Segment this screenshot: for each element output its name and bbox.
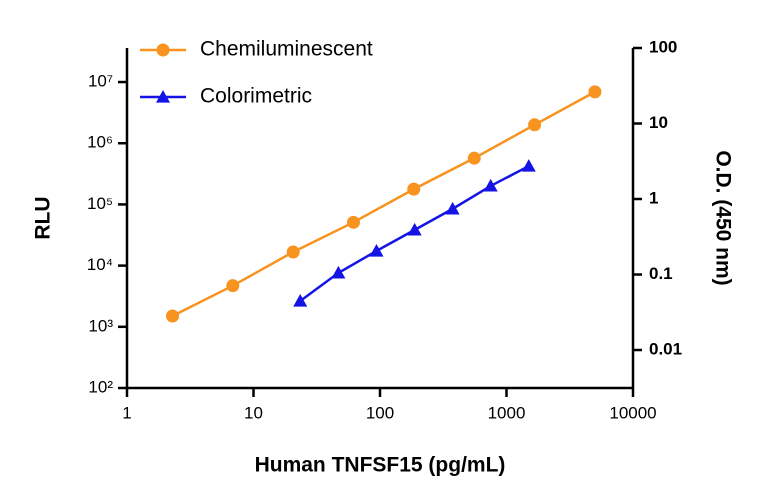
marker	[226, 279, 240, 293]
marker	[528, 118, 542, 132]
y2-tick-label: 10	[649, 113, 668, 132]
legend-label: Chemiluminescent	[200, 38, 373, 61]
marker	[156, 43, 170, 57]
x-tick-label: 10000	[609, 403, 656, 422]
marker	[445, 201, 460, 215]
marker	[407, 222, 422, 236]
marker	[156, 90, 170, 103]
legend-label: Colorimetric	[200, 85, 312, 108]
x-tick-label: 10	[244, 403, 263, 422]
marker	[521, 159, 536, 172]
marker	[588, 85, 602, 99]
x-tick-label: 1000	[488, 403, 526, 422]
marker	[346, 215, 360, 229]
y-tick-label: 10²	[88, 377, 113, 396]
marker	[369, 243, 384, 257]
marker	[483, 178, 498, 192]
x-tick-label: 1	[122, 403, 131, 422]
y-tick-label: 10⁴	[87, 255, 113, 274]
y2-tick-label: 0.01	[649, 340, 682, 359]
marker	[331, 265, 346, 279]
y2-tick-label: 0.1	[649, 264, 673, 283]
y-tick-label: 10⁷	[88, 72, 113, 91]
y-tick-label: 10⁵	[87, 194, 113, 213]
marker	[166, 309, 180, 323]
series-line	[171, 90, 596, 318]
y-tick-label: 10⁶	[87, 133, 113, 152]
marker	[407, 182, 421, 196]
x-tick-label: 100	[366, 403, 394, 422]
marker	[286, 245, 300, 259]
x-axis-title: Human TNFSF15 (pg/mL)	[255, 454, 506, 477]
marker	[293, 293, 308, 307]
y-axis-title: RLU	[32, 196, 55, 239]
y2-axis-title: O.D. (450 nm)	[711, 150, 734, 285]
y-tick-label: 10³	[88, 316, 113, 335]
y2-tick-label: 1	[649, 188, 658, 207]
y2-tick-label: 100	[649, 37, 677, 56]
marker	[467, 151, 481, 165]
